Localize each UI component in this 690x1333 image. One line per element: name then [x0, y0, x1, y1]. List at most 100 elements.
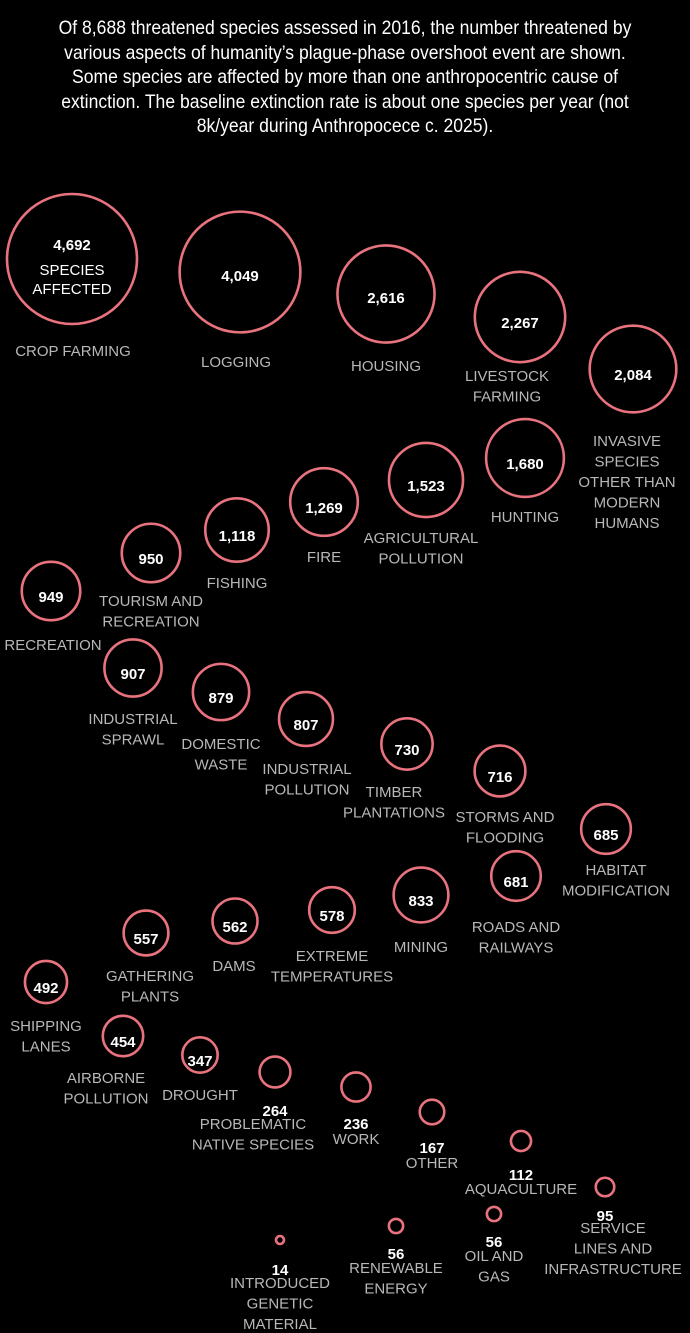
bubble-fire [288, 466, 360, 538]
bubble-habitat-modification [579, 802, 633, 856]
value-label-extreme-temperatures: 578 [319, 908, 344, 925]
bubble-roads-and-railways [489, 849, 543, 903]
bubble-timber-plantations [380, 717, 434, 771]
bubble-airborne-pollution [101, 1014, 145, 1058]
bubble-industrial-sprawl [103, 638, 163, 698]
value-label-aquaculture: 112 [509, 1167, 533, 1184]
bubble-renewable-energy [387, 1217, 405, 1235]
category-label-invasive-species-other-than-modern-humans: MODERN [594, 495, 661, 512]
category-label-work: WORK [333, 1131, 380, 1148]
category-label-fire: FIRE [307, 549, 341, 566]
bubble-livestock-farming [473, 270, 567, 364]
category-label-roads-and-railways: ROADS AND [472, 919, 561, 936]
value-label-storms-and-flooding: 716 [487, 769, 512, 786]
value-label-tourism-and-recreation: 950 [138, 551, 163, 568]
category-label-logging: LOGGING [201, 354, 271, 371]
value-label-recreation: 949 [38, 589, 63, 606]
value-label-livestock-farming: 2,267 [501, 315, 539, 332]
category-label-tourism-and-recreation: RECREATION [102, 614, 199, 631]
value-label-crop-farming: 4,692 [53, 237, 91, 254]
category-label-service-lines-and-infrastructure: INFRASTRUCTURE [544, 1261, 682, 1278]
category-label-airborne-pollution: AIRBORNE [67, 1070, 145, 1087]
value-label-industrial-pollution: 807 [293, 717, 318, 734]
bubble-crop-farming [5, 192, 139, 326]
value-label-dams: 562 [222, 919, 247, 936]
category-label-dams: DAMS [212, 958, 255, 975]
bubble-work [340, 1071, 372, 1103]
bubble-drought [181, 1036, 219, 1074]
category-label-shipping-lanes: LANES [21, 1039, 70, 1056]
category-label-extreme-temperatures: EXTREME [296, 948, 369, 965]
value-label-work: 236 [343, 1116, 368, 1133]
category-label-oil-and-gas: OIL AND [465, 1248, 524, 1265]
category-label-service-lines-and-infrastructure: LINES AND [574, 1241, 653, 1258]
category-label-service-lines-and-infrastructure: SERVICE [580, 1220, 646, 1237]
category-label-agricultural-pollution: AGRICULTURAL [364, 530, 479, 547]
bubble-extreme-temperatures [307, 885, 357, 935]
bubble-gathering-plants [122, 909, 170, 957]
bubble-dams [211, 897, 259, 945]
value-label-logging: 4,049 [221, 268, 259, 285]
value-label-invasive-species-other-than-modern-humans: 2,084 [614, 367, 652, 384]
category-label-livestock-farming: LIVESTOCK [465, 368, 549, 385]
category-label-domestic-waste: WASTE [195, 757, 248, 774]
bubble-mining [392, 866, 450, 924]
category-label-drought: DROUGHT [162, 1087, 238, 1104]
category-label-introduced-genetic-material: GENETIC [247, 1296, 314, 1313]
category-label-oil-and-gas: GAS [478, 1269, 510, 1286]
value-label-other: 167 [419, 1140, 444, 1157]
bubble-hunting [484, 417, 566, 499]
category-label-problematic-native-species: NATIVE SPECIES [192, 1137, 314, 1154]
bubble-other [418, 1098, 446, 1126]
category-label-other: OTHER [406, 1155, 459, 1172]
bubble-housing [336, 244, 436, 344]
category-label-gathering-plants: GATHERING [106, 968, 194, 985]
value-label-renewable-energy: 56 [388, 1246, 405, 1263]
category-label-gathering-plants: PLANTS [121, 989, 179, 1006]
category-label-renewable-energy: ENERGY [364, 1281, 427, 1298]
category-label-hunting: HUNTING [491, 509, 559, 526]
category-label-airborne-pollution: POLLUTION [63, 1091, 148, 1108]
bubble-recreation [20, 560, 82, 622]
category-label-aquaculture: AQUACULTURE [465, 1181, 577, 1198]
category-label-invasive-species-other-than-modern-humans: INVASIVE [593, 433, 661, 450]
value-label-hunting: 1,680 [506, 456, 544, 473]
size-label-line: AFFECTED [32, 281, 111, 298]
chart-intro-text: Of 8,688 threatened species assessed in … [58, 17, 632, 137]
value-label-fire: 1,269 [305, 500, 343, 517]
value-label-gathering-plants: 557 [133, 931, 158, 948]
category-label-domestic-waste: DOMESTIC [181, 736, 260, 753]
value-label-introduced-genetic-material: 14 [272, 1262, 289, 1279]
category-label-livestock-farming: FARMING [473, 389, 541, 406]
category-label-agricultural-pollution: POLLUTION [378, 551, 463, 568]
category-label-problematic-native-species: PROBLEMATIC [200, 1116, 307, 1133]
value-label-industrial-sprawl: 907 [120, 666, 145, 683]
value-label-drought: 347 [187, 1053, 212, 1070]
value-label-problematic-native-species: 264 [262, 1103, 288, 1120]
category-label-roads-and-railways: RAILWAYS [479, 940, 554, 957]
category-label-housing: HOUSING [351, 358, 421, 375]
category-label-invasive-species-other-than-modern-humans: OTHER THAN [578, 474, 675, 491]
bubble-introduced-genetic-material [274, 1234, 286, 1246]
value-label-service-lines-and-infrastructure: 95 [597, 1208, 614, 1225]
category-label-recreation: RECREATION [4, 637, 101, 654]
category-label-invasive-species-other-than-modern-humans: HUMANS [594, 515, 659, 532]
bubble-industrial-pollution [277, 690, 335, 748]
bubble-domestic-waste [191, 662, 251, 722]
size-label-line: SPECIES [39, 262, 104, 279]
bubble-aquaculture [509, 1129, 533, 1153]
value-label-habitat-modification: 685 [593, 827, 618, 844]
category-label-timber-plantations: TIMBER [366, 784, 423, 801]
value-label-timber-plantations: 730 [394, 742, 419, 759]
bubble-oil-and-gas [485, 1205, 503, 1223]
category-label-industrial-sprawl: SPRAWL [102, 732, 165, 749]
category-label-invasive-species-other-than-modern-humans: SPECIES [594, 454, 659, 471]
bubble-agricultural-pollution [387, 441, 465, 519]
value-label-airborne-pollution: 454 [110, 1034, 136, 1051]
category-label-introduced-genetic-material: INTRODUCED [230, 1275, 330, 1292]
bubble-service-lines-and-infrastructure [594, 1176, 616, 1198]
value-label-mining: 833 [408, 893, 433, 910]
bubble-logging [178, 210, 302, 334]
category-label-mining: MINING [394, 939, 448, 956]
